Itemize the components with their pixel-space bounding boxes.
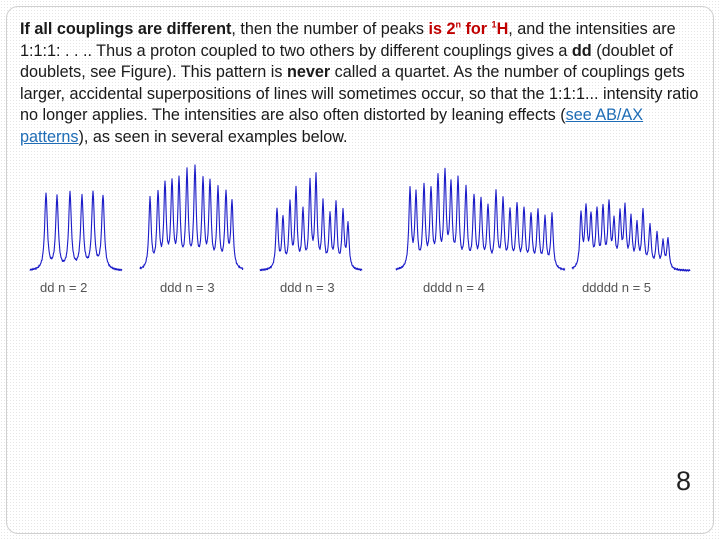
spectrum-label: ddd n = 3 xyxy=(280,280,335,295)
text-bold-never: never xyxy=(286,63,331,82)
spectrum-trace xyxy=(29,190,123,272)
text-highlight-c: H xyxy=(496,20,509,38)
spectrum-trace xyxy=(259,172,363,272)
text-run: (doublet of doublets, see Figure). This … xyxy=(20,41,673,82)
spectrum-dd: dd n = 2 xyxy=(29,190,123,295)
text-highlight-a: is 2 xyxy=(428,20,456,38)
superscript-n: n xyxy=(455,19,461,30)
spectrum-ddddd: ddddd n = 5 xyxy=(571,199,691,295)
spectrum-label: dd n = 2 xyxy=(40,280,87,295)
slide-frame xyxy=(6,6,714,534)
spectrum-trace xyxy=(571,199,691,272)
spectrum-ddd-1: ddd n = 3 xyxy=(139,164,244,295)
spectrum-trace xyxy=(395,167,566,271)
spectrum-ddd-2: ddd n = 3 xyxy=(259,172,363,295)
text-run: called a quartet. As the number of coupl… xyxy=(20,63,699,125)
text-bold-intro: If all couplings are different xyxy=(20,20,232,38)
text-bold-dd: dd xyxy=(571,41,592,60)
text-run: , then the number of peaks xyxy=(231,20,429,38)
spectrum-trace xyxy=(139,164,244,271)
spectrum-label: dddd n = 4 xyxy=(423,280,485,295)
text-highlight: is 2n for 1H xyxy=(428,20,508,38)
page-number: 8 xyxy=(676,466,692,496)
spectrum-label: ddd n = 3 xyxy=(160,280,215,295)
text-highlight-b: for xyxy=(460,20,492,38)
text-run: ), as seen in several examples below. xyxy=(78,127,348,146)
spectrum-dddd: dddd n = 4 xyxy=(395,167,566,295)
body-paragraph: If all couplings are different, then the… xyxy=(20,19,710,149)
text-run: , and the intensities are 1:1:1: . . .. … xyxy=(20,20,676,60)
nmr-spectra-figure: dd n = 2 ddd n = 3 ddd n = 3 dddd n = 4 … xyxy=(29,164,691,295)
spectrum-label: ddddd n = 5 xyxy=(582,280,651,295)
ab-ax-patterns-link[interactable]: see AB/AX patterns xyxy=(20,106,644,146)
superscript-1: 1 xyxy=(491,19,497,30)
